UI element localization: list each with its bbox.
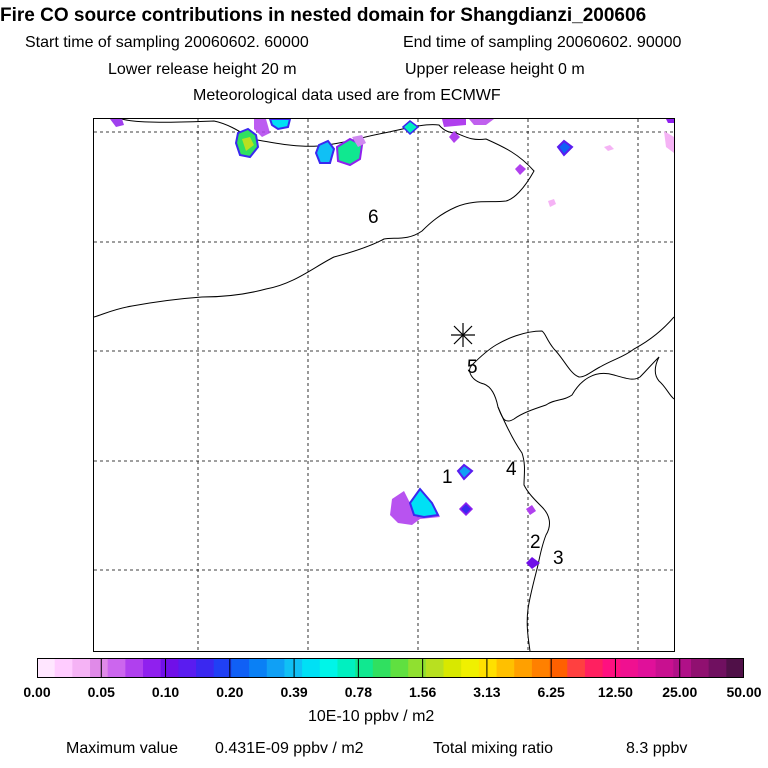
colorbar-cell [284, 658, 303, 678]
colorbar-cell [90, 658, 109, 678]
colorbar-cell [178, 658, 197, 678]
colorbar [37, 658, 744, 678]
tick-label: 50.00 [726, 684, 762, 700]
total-mixing-ratio-value: 8.3 ppbv [626, 740, 688, 757]
receptor-asterisk-icon [451, 323, 475, 347]
end-time-label: End time of sampling 20060602. 90000 [403, 34, 682, 51]
tick-label: 0.05 [87, 684, 115, 700]
colorbar-cell [461, 658, 480, 678]
colorbar-cell [620, 658, 639, 678]
colorbar-cell [125, 658, 144, 678]
map-canvas: 6 5 4 3 2 1 [94, 119, 674, 651]
coastline [94, 119, 674, 651]
colorbar-cell [319, 658, 338, 678]
marker-1: 1 [442, 467, 453, 488]
colorbar-cell [390, 658, 409, 678]
colorbar-cell [107, 658, 126, 678]
tick-label: 25.00 [662, 684, 698, 700]
colorbar-cell [231, 658, 250, 678]
colorbar-cell [478, 658, 498, 678]
colorbar-cell [549, 658, 568, 678]
tick-label: 6.25 [537, 684, 565, 700]
colorbar-cell [708, 658, 727, 678]
tick-label: 0.10 [151, 684, 180, 700]
colorbar-units: 10E-10 ppbv / m2 [308, 708, 435, 725]
colorbar-cell [54, 658, 73, 678]
colorbar-cell [408, 658, 427, 678]
colorbar-cell [726, 658, 744, 678]
map-title: Fire CO source contributions in nested d… [0, 5, 647, 26]
concentration-plume [110, 119, 674, 569]
colorbar-cell [425, 658, 445, 678]
colorbar-cell [655, 658, 674, 678]
colorbar-cell [584, 658, 604, 678]
colorbar-tick-labels: 0.00 0.05 0.10 0.20 0.39 0.78 1.56 3.13 … [0, 684, 768, 704]
colorbar-cell [196, 658, 215, 678]
maximum-value: 0.431E-09 ppbv / m2 [215, 740, 364, 757]
colorbar-cell [496, 658, 515, 678]
colorbar-cell [637, 658, 657, 678]
maximum-value-label: Maximum value [66, 740, 179, 757]
colorbar-cell [249, 658, 268, 678]
tick-label: 0.20 [216, 684, 244, 700]
tick-label: 1.56 [409, 684, 437, 700]
tick-label: 0.39 [280, 684, 308, 700]
total-mixing-ratio-label: Total mixing ratio [433, 740, 554, 757]
colorbar-cell [531, 658, 551, 678]
map-panel: 6 5 4 3 2 1 [93, 118, 675, 652]
tick-label: 12.50 [597, 684, 633, 700]
start-time-label: Start time of sampling 20060602. 60000 [25, 34, 309, 51]
colorbar-cell [443, 658, 462, 678]
colorbar-cell [673, 658, 692, 678]
colorbar-cell [372, 658, 391, 678]
colorbar-cell [567, 658, 586, 678]
marker-2: 2 [530, 532, 541, 553]
colorbar-cell [37, 658, 56, 678]
marker-5: 5 [467, 357, 478, 378]
colorbar-cell [72, 658, 91, 678]
lower-release-height-label: Lower release height 20 m [108, 61, 297, 78]
colorbar-cell [355, 658, 374, 678]
colorbar-cell [302, 658, 321, 678]
colorbar-cell [266, 658, 285, 678]
tick-label: 0.00 [23, 684, 51, 700]
colorbar-cell [514, 658, 533, 678]
colorbar-cell [160, 658, 179, 678]
colorbar-cell [690, 658, 710, 678]
tick-label: 3.13 [473, 684, 501, 700]
colorbar-cell [602, 658, 621, 678]
meteorological-data-label: Meteorological data used are from ECMWF [193, 87, 501, 104]
colorbar-cell [337, 658, 356, 678]
marker-4: 4 [506, 459, 517, 480]
map-grid [94, 119, 674, 651]
marker-6: 6 [368, 207, 379, 228]
colorbar-cell [213, 658, 232, 678]
tick-label: 0.78 [344, 684, 372, 700]
colorbar-cell [143, 658, 162, 678]
upper-release-height-label: Upper release height 0 m [405, 61, 585, 78]
marker-3: 3 [553, 548, 564, 569]
